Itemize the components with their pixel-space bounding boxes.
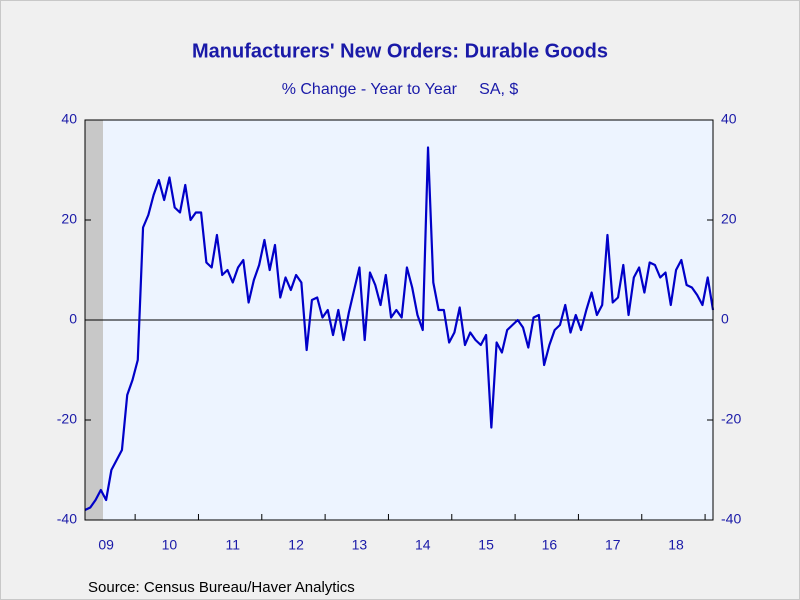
chart-title: Manufacturers' New Orders: Durable Goods: [192, 40, 608, 62]
y2-tick-label: 20: [721, 211, 737, 227]
x-tick-label: 12: [288, 537, 304, 553]
x-tick-label: 13: [352, 537, 368, 553]
y2-tick-label: -20: [721, 411, 741, 427]
y2-tick-label: 40: [721, 111, 737, 127]
x-tick-label: 11: [225, 537, 240, 553]
y2-tick-label: -40: [721, 511, 741, 527]
y2-tick-label: 0: [721, 311, 729, 327]
x-tick-label: 14: [415, 537, 431, 553]
source: Source: Census Bureau/Haver Analytics: [88, 579, 355, 596]
y-tick-label: 40: [61, 111, 77, 127]
data-line: [84, 146, 715, 511]
chart-subtitle: % Change - Year to Year SA, $: [282, 81, 519, 98]
y-tick-label: -40: [57, 511, 77, 527]
x-tick-label: 09: [98, 537, 114, 553]
plot-border: [84, 119, 714, 521]
x-tick-label: 15: [478, 537, 494, 553]
x-tick-label: 17: [605, 537, 621, 553]
x-tick-label: 16: [542, 537, 558, 553]
y-tick-label: -20: [57, 411, 77, 427]
y-tick-label: 20: [61, 211, 77, 227]
x-tick-label: 10: [162, 537, 178, 553]
y-tick-label: 0: [69, 311, 77, 327]
x-tick-label: 18: [668, 537, 684, 553]
